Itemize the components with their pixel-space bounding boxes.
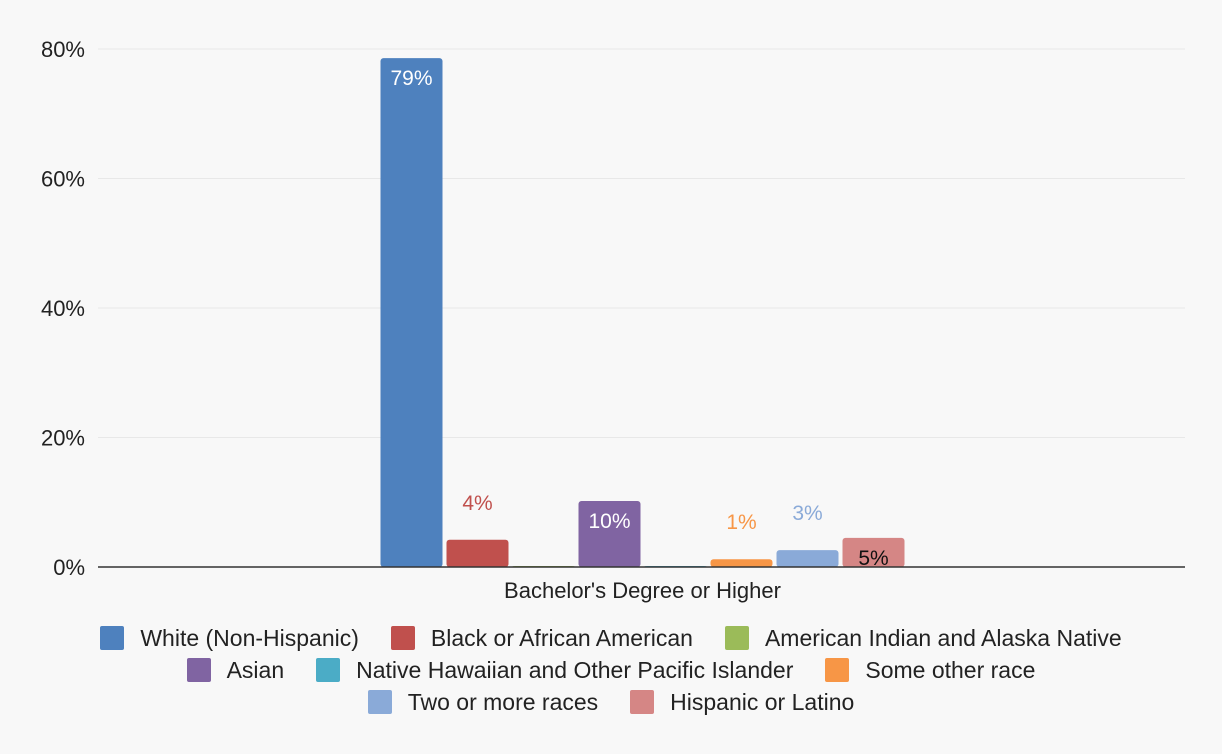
y-tick-label: 80% (41, 37, 85, 62)
legend-swatch (630, 690, 655, 714)
legend-swatch (316, 658, 341, 682)
legend-swatch (100, 626, 125, 650)
legend-label: White (Non-Hispanic) (140, 624, 359, 651)
legend-item[interactable]: Two or more races (367, 688, 599, 716)
legend-item[interactable]: Some other race (825, 657, 1035, 684)
legend-label: Asian (226, 656, 285, 683)
data-label: 1% (726, 511, 756, 534)
legend-label: Hispanic or Latino (670, 688, 855, 715)
chart-legend: White (Non-Hispanic) Black or African Ame… (0, 622, 1222, 718)
legend-swatch (390, 626, 415, 650)
legend-row: White (Non-Hispanic) Black or African Ame… (84, 622, 1137, 654)
legend-label: Two or more races (407, 688, 599, 715)
legend-swatch (825, 658, 850, 682)
legend-label: American Indian and Alaska Native (764, 624, 1122, 651)
y-tick-label: 20% (41, 426, 85, 451)
data-label: 5% (858, 547, 888, 570)
y-tick-label: 60% (41, 167, 85, 192)
data-label: 79% (390, 67, 432, 90)
legend-swatch (186, 658, 211, 682)
y-tick-label: 40% (41, 296, 85, 321)
bar-some-other-race[interactable] (710, 559, 773, 567)
legend-swatch (724, 626, 749, 650)
legend-item[interactable]: Native Hawaiian and Other Pacific Island… (316, 657, 793, 684)
bar-hispanic-or-latino[interactable] (842, 537, 905, 567)
data-label: 10% (588, 510, 630, 533)
legend-item[interactable]: Hispanic or Latino (630, 689, 854, 716)
legend-label: Some other race (865, 656, 1036, 683)
bar-two-or-more-races[interactable] (776, 550, 839, 567)
legend-item[interactable]: Asian (186, 656, 285, 684)
legend-label: Native Hawaiian and Other Pacific Island… (356, 656, 794, 683)
bar-black-or-african-american[interactable] (446, 539, 509, 567)
bar-asian[interactable] (578, 500, 641, 567)
legend-item[interactable]: American Indian and Alaska Native (724, 624, 1122, 652)
bar-white-non-hispanic[interactable] (380, 58, 443, 567)
y-tick-label: 0% (53, 555, 85, 580)
legend-row: Asian Native Hawaiian and Other Pacific I… (171, 654, 1052, 686)
legend-item[interactable]: Black or African American (390, 624, 693, 652)
legend-swatch (367, 690, 392, 714)
x-category-label: Bachelor's Degree or Higher (504, 578, 781, 603)
legend-item[interactable]: White (Non-Hispanic) (100, 625, 359, 652)
data-label: 3% (792, 502, 822, 525)
bar-chart: 0% 20% 40% 60% 80% 79% 4% 10% 1% 3% 5% Bachelor's D… (41, 37, 1185, 603)
data-label: 4% (462, 492, 492, 515)
legend-row: Two or more races Hispanic or Latino (352, 686, 871, 718)
legend-label: Black or African American (430, 624, 693, 651)
